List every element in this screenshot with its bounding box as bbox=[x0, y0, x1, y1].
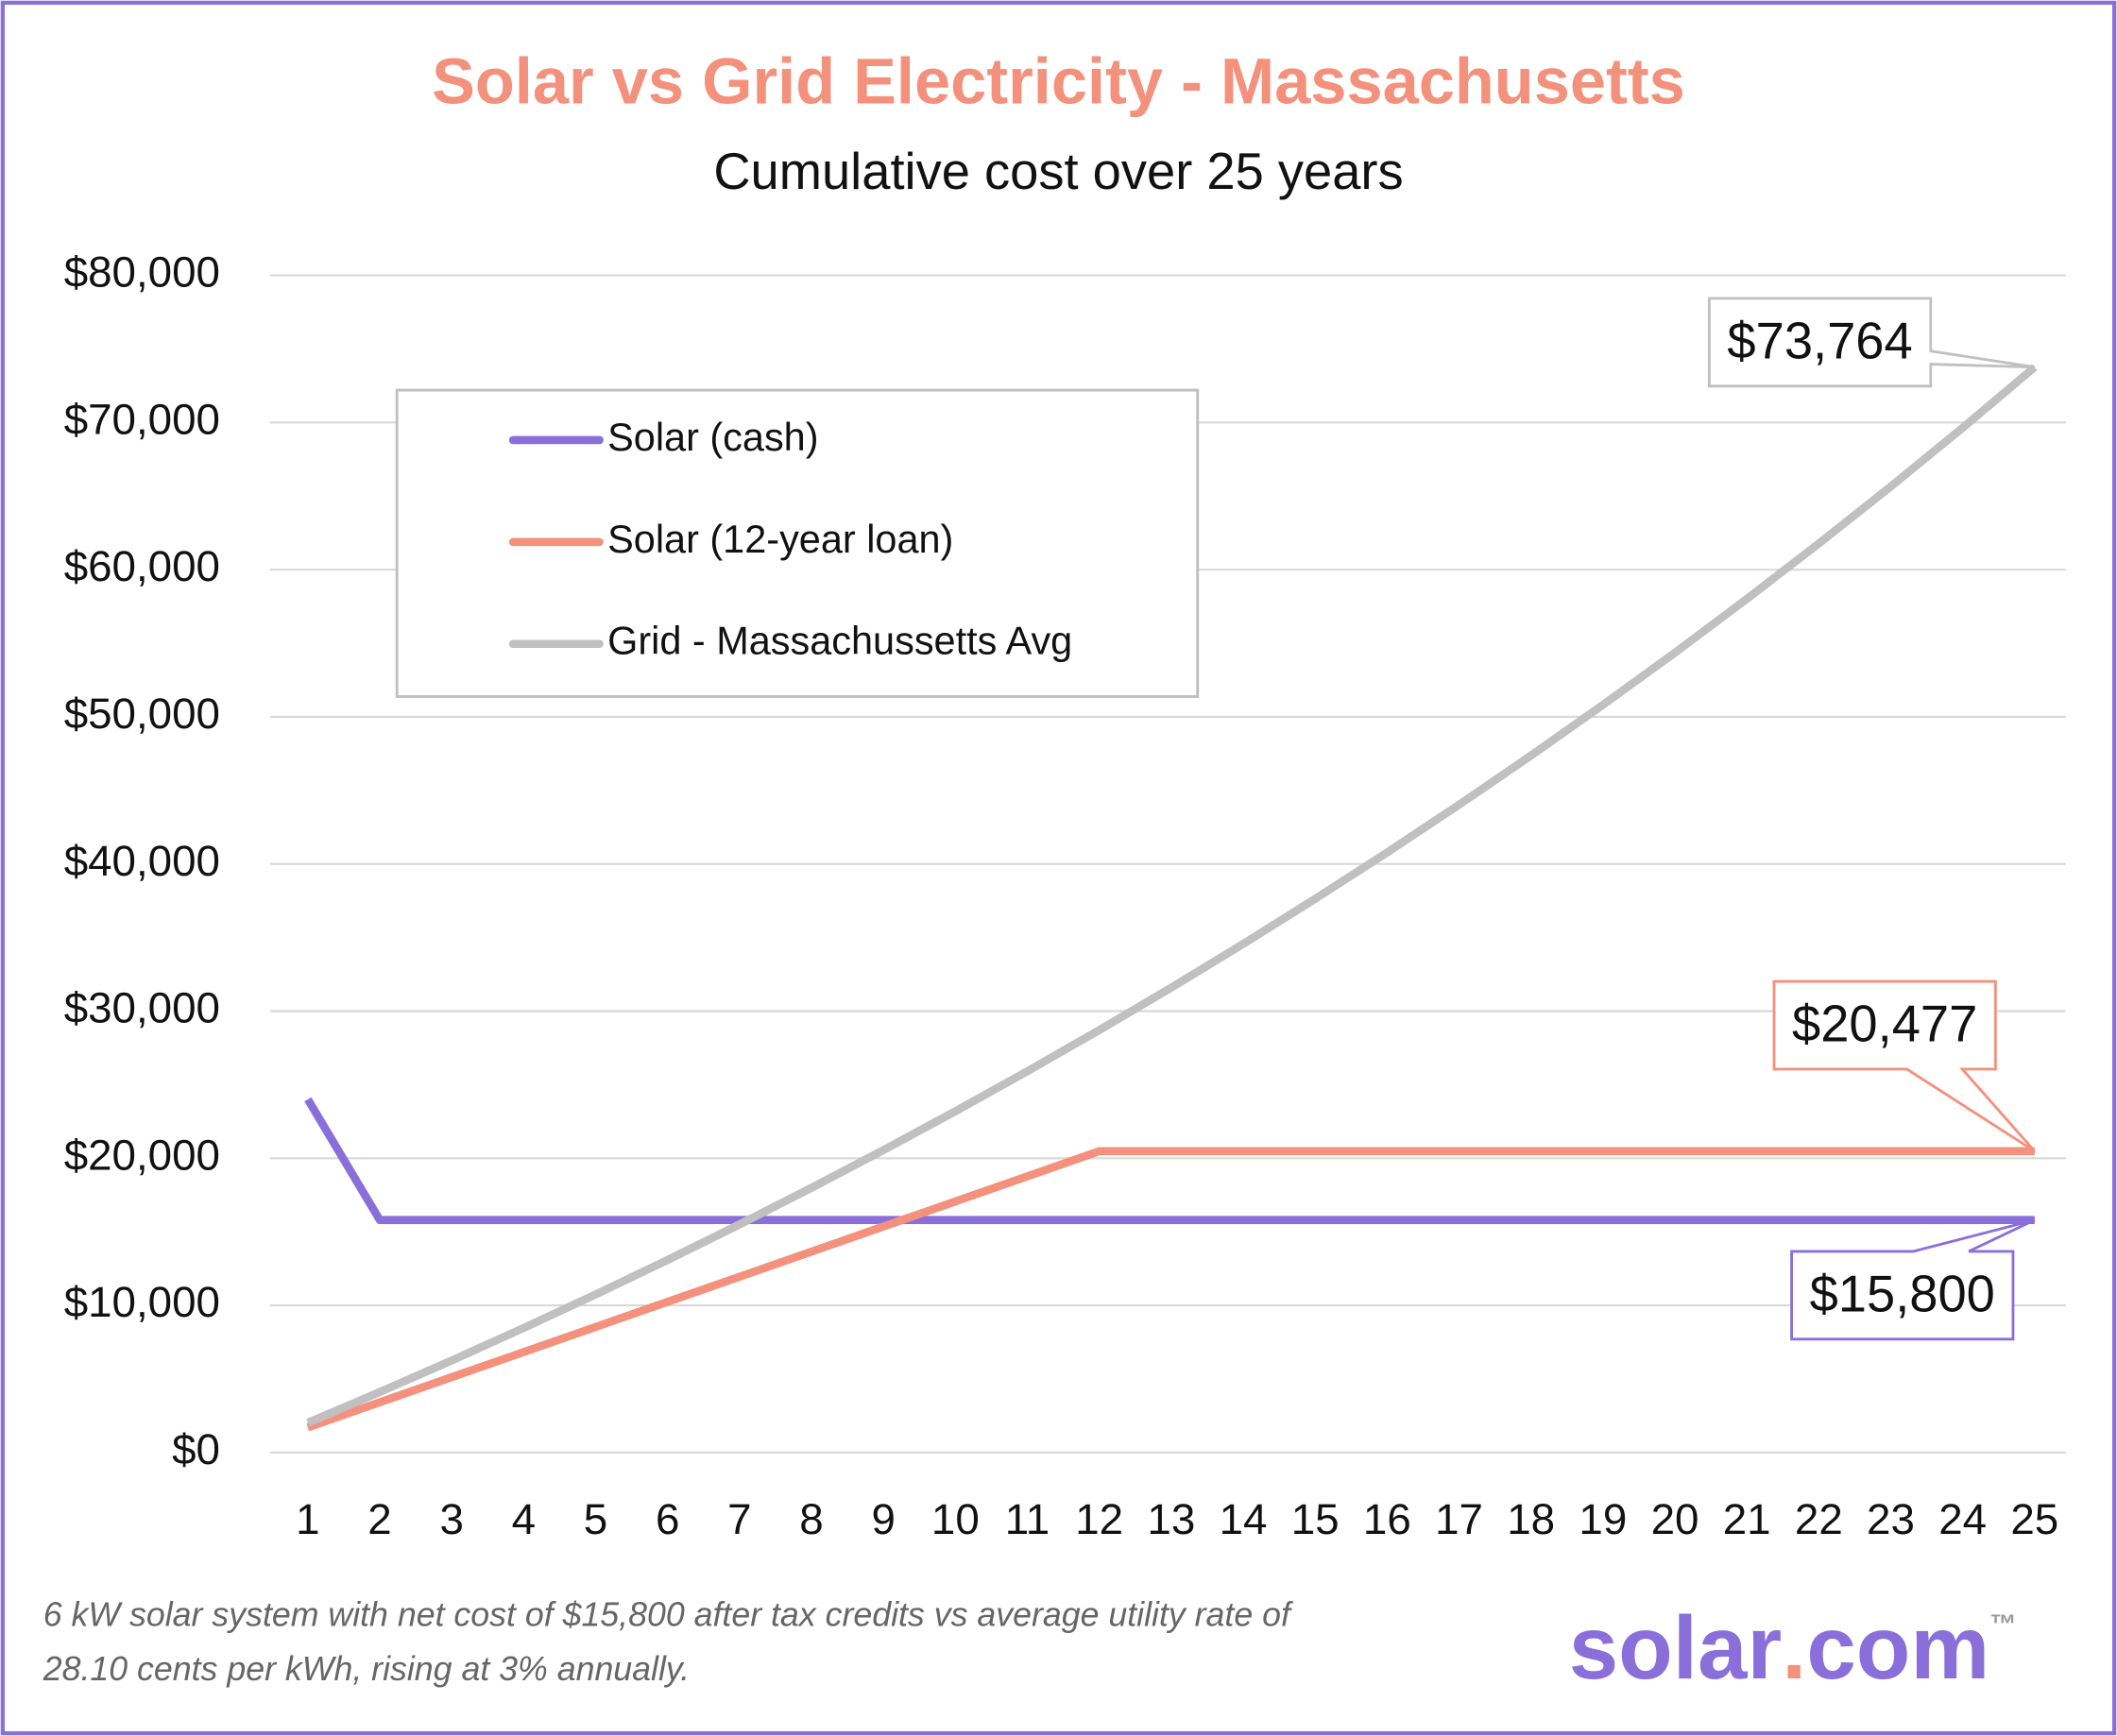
footnote: 6 kW solar system with net cost of $15,8… bbox=[43, 1596, 1294, 1634]
x-tick-label: 18 bbox=[1507, 1495, 1555, 1543]
logo-part: . bbox=[1782, 1598, 1806, 1697]
x-tick-label: 10 bbox=[931, 1495, 980, 1543]
x-tick-label: 2 bbox=[367, 1495, 391, 1543]
x-tick-label: 23 bbox=[1867, 1495, 1915, 1543]
legend-label: Grid - Massachussetts Avg bbox=[607, 619, 1072, 663]
data-label: $15,800 bbox=[1810, 1266, 1995, 1323]
y-tick-label: $70,000 bbox=[64, 395, 220, 443]
x-tick-label: 1 bbox=[296, 1495, 319, 1543]
x-tick-label: 3 bbox=[439, 1495, 463, 1543]
x-tick-label: 14 bbox=[1220, 1495, 1268, 1543]
logo-part: ™ bbox=[1989, 1608, 2017, 1639]
chart-subtitle: Cumulative cost over 25 years bbox=[713, 143, 1403, 200]
line bbox=[306, 364, 2038, 1427]
x-tick-label: 9 bbox=[871, 1495, 895, 1543]
y-tick-label: $60,000 bbox=[64, 542, 220, 590]
x-tick-label: 22 bbox=[1795, 1495, 1843, 1543]
x-tick-label: 16 bbox=[1363, 1495, 1411, 1543]
chart-title: Solar vs Grid Electricity - Massachusett… bbox=[432, 45, 1685, 118]
legend-label: Solar (12-year loan) bbox=[607, 517, 953, 561]
legend-label: Solar (cash) bbox=[607, 415, 818, 459]
x-tick-label: 6 bbox=[656, 1495, 679, 1543]
y-tick-label: $20,000 bbox=[64, 1131, 220, 1179]
y-tick-label: $10,000 bbox=[64, 1278, 220, 1326]
x-tick-label: 21 bbox=[1723, 1495, 1771, 1543]
x-tick-label: 20 bbox=[1651, 1495, 1699, 1543]
x-tick-label: 4 bbox=[512, 1495, 536, 1543]
y-tick-label: $50,000 bbox=[64, 689, 220, 738]
y-tick-label: $40,000 bbox=[64, 837, 220, 885]
x-tick-label: 24 bbox=[1938, 1495, 1987, 1543]
logo-part: solar bbox=[1569, 1598, 1782, 1697]
logo: solar.com™ bbox=[1569, 1598, 2017, 1697]
y-tick-label: $30,000 bbox=[64, 984, 220, 1032]
callout-box bbox=[1772, 979, 2036, 1153]
line bbox=[304, 1097, 2035, 1224]
x-tick-label: 7 bbox=[727, 1495, 751, 1543]
x-tick-label: 17 bbox=[1435, 1495, 1483, 1543]
x-tick-label: 8 bbox=[799, 1495, 823, 1543]
logo-part: com bbox=[1806, 1598, 1989, 1697]
line bbox=[306, 1147, 2035, 1432]
y-tick-label: $0 bbox=[172, 1425, 220, 1473]
x-tick-label: 11 bbox=[1005, 1495, 1050, 1543]
data-label: $20,477 bbox=[1792, 996, 1977, 1053]
data-label: $73,764 bbox=[1727, 313, 1912, 370]
y-tick-label: $80,000 bbox=[64, 248, 220, 297]
x-tick-label: 19 bbox=[1579, 1495, 1627, 1543]
callout-box bbox=[1707, 297, 2036, 388]
x-tick-label: 5 bbox=[584, 1495, 607, 1543]
x-tick-label: 25 bbox=[2010, 1495, 2058, 1543]
footnote: 28.10 cents per kWh, rising at 3% annual… bbox=[43, 1650, 690, 1688]
callout-box bbox=[1790, 1218, 2036, 1341]
x-tick-label: 12 bbox=[1075, 1495, 1123, 1543]
x-tick-label: 13 bbox=[1147, 1495, 1195, 1543]
x-tick-label: 15 bbox=[1291, 1495, 1340, 1543]
